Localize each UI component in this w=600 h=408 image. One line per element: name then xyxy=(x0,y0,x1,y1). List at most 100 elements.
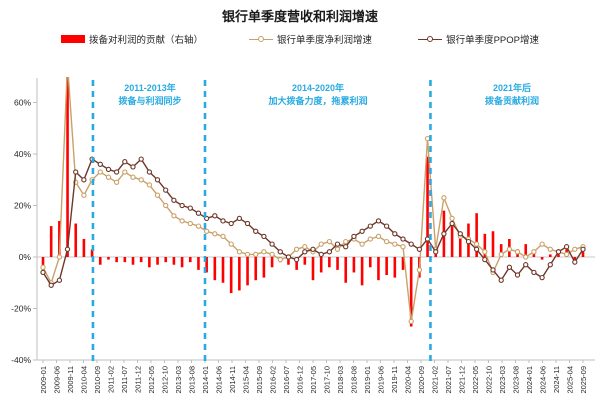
bar xyxy=(246,257,249,286)
svg-text:20%: 20% xyxy=(14,201,31,211)
bar xyxy=(328,257,331,268)
svg-text:2009-01: 2009-01 xyxy=(39,366,48,394)
data-point-marker xyxy=(383,223,390,229)
data-point-marker xyxy=(531,269,537,276)
bar xyxy=(368,257,372,268)
bar xyxy=(107,257,110,260)
bar xyxy=(205,257,208,273)
data-point-marker xyxy=(253,251,259,258)
svg-text:2014-01: 2014-01 xyxy=(201,366,210,394)
chart-title: 银行单季度营收和利润增速 xyxy=(221,9,378,24)
bar xyxy=(156,257,159,265)
data-point-marker xyxy=(146,182,153,188)
ppop-line xyxy=(40,156,586,288)
data-point-marker xyxy=(441,231,447,237)
data-point-marker xyxy=(375,233,382,240)
data-point-marker xyxy=(48,282,54,288)
svg-text:2013-03: 2013-03 xyxy=(174,366,183,394)
data-point-marker xyxy=(154,192,161,198)
bar xyxy=(344,257,348,283)
data-point-marker xyxy=(187,205,193,211)
red-bar-swatch-icon xyxy=(61,35,86,43)
data-point-marker xyxy=(424,135,431,142)
svg-text:2013-08: 2013-08 xyxy=(188,366,197,394)
data-point-marker xyxy=(40,264,46,270)
data-point-marker xyxy=(81,192,87,198)
bar xyxy=(98,257,102,265)
data-point-marker xyxy=(179,218,185,224)
bar xyxy=(139,257,143,263)
bar xyxy=(90,249,94,257)
bar xyxy=(197,257,200,270)
data-point-marker xyxy=(97,161,103,167)
svg-text:2023-03: 2023-03 xyxy=(498,366,507,394)
legend-item-ppop: 银行单季度PPOP增速 xyxy=(418,32,539,46)
data-point-marker xyxy=(56,277,63,283)
bar xyxy=(123,257,127,263)
bar xyxy=(49,226,53,257)
bar xyxy=(499,244,503,257)
bar xyxy=(164,257,168,263)
bar xyxy=(491,231,495,257)
data-point-marker xyxy=(97,169,103,175)
bar xyxy=(450,226,454,257)
data-point-marker xyxy=(171,213,177,219)
legend-label: 拨备对利润的贡献（右轴） xyxy=(89,35,204,46)
bar xyxy=(524,244,528,257)
bar xyxy=(557,254,560,257)
svg-text:2019-06: 2019-06 xyxy=(377,366,386,394)
data-point-marker xyxy=(293,246,300,252)
svg-text:2015-04: 2015-04 xyxy=(242,366,251,394)
data-point-marker xyxy=(212,231,218,237)
svg-text:2021-12: 2021-12 xyxy=(458,366,467,394)
data-point-marker xyxy=(138,156,144,162)
data-point-marker xyxy=(261,249,267,255)
svg-text:2024-11: 2024-11 xyxy=(552,366,561,393)
data-point-marker xyxy=(130,174,136,180)
svg-text:2015-09: 2015-09 xyxy=(255,366,264,394)
bar xyxy=(409,257,413,327)
data-point-marker xyxy=(359,228,365,234)
data-point-marker xyxy=(130,164,136,170)
brown-line-marker-icon xyxy=(418,35,443,43)
data-point-marker xyxy=(236,215,243,222)
bar xyxy=(336,257,339,270)
data-point-marker xyxy=(146,169,153,175)
data-point-marker xyxy=(105,174,112,180)
data-point-marker xyxy=(326,249,333,255)
data-point-marker xyxy=(547,246,553,252)
annotation-text: 拨备贡献利润 xyxy=(484,96,539,107)
data-point-marker xyxy=(424,236,431,242)
data-point-marker xyxy=(473,241,480,247)
bar xyxy=(483,233,487,257)
bar xyxy=(148,257,151,268)
svg-text:2016-02: 2016-02 xyxy=(269,366,278,394)
data-point-marker xyxy=(73,169,79,175)
data-point-marker xyxy=(163,202,169,209)
annotation-year: 2021年后 xyxy=(492,83,532,93)
data-point-marker xyxy=(343,238,349,245)
data-point-marker xyxy=(269,251,275,258)
data-point-marker xyxy=(179,202,185,209)
legend-label: 银行单季度PPOP增速 xyxy=(446,35,539,46)
data-point-marker xyxy=(64,246,71,252)
data-point-marker xyxy=(195,210,202,216)
data-point-marker xyxy=(449,215,455,222)
data-point-marker xyxy=(113,179,120,185)
provision-bars xyxy=(41,77,585,327)
bar xyxy=(66,77,69,257)
svg-text:2024-06: 2024-06 xyxy=(539,366,548,394)
data-point-marker xyxy=(400,236,406,242)
tan-line-marker-icon xyxy=(249,35,274,43)
data-point-marker xyxy=(400,244,406,250)
data-point-marker xyxy=(253,228,259,234)
annotation-year: 2011-2013年 xyxy=(124,83,176,93)
svg-text:2014-06: 2014-06 xyxy=(215,366,224,394)
data-point-marker xyxy=(506,264,513,270)
data-point-marker xyxy=(531,249,537,255)
svg-text:2022-05: 2022-05 xyxy=(471,366,480,394)
data-point-marker xyxy=(482,249,488,255)
data-point-marker xyxy=(334,241,341,247)
bar xyxy=(41,257,45,270)
